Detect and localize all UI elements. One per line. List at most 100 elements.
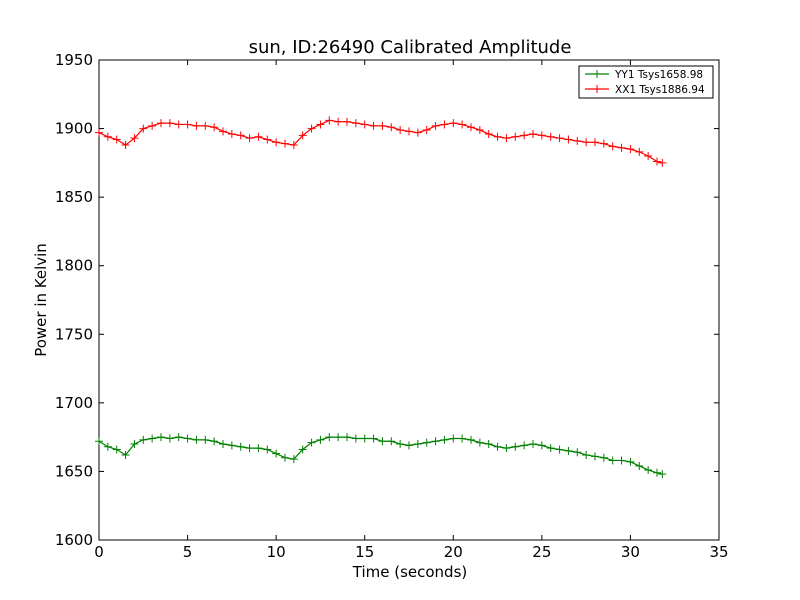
data-point — [307, 438, 316, 447]
data-point — [573, 136, 582, 145]
data-point — [396, 125, 405, 134]
data-point — [511, 132, 520, 141]
data-point — [148, 121, 157, 130]
data-point — [582, 138, 591, 147]
data-point — [227, 441, 236, 450]
data-point — [183, 434, 192, 443]
data-point — [245, 444, 254, 453]
data-point — [236, 442, 245, 451]
data-point — [626, 457, 635, 466]
data-point — [422, 125, 431, 134]
data-point — [236, 131, 245, 140]
data-point — [440, 120, 449, 129]
data-point — [475, 438, 484, 447]
data-point — [608, 142, 617, 151]
data-point — [307, 124, 316, 133]
data-point — [95, 128, 103, 137]
data-point — [95, 437, 103, 446]
data-point — [325, 433, 334, 442]
data-point — [334, 433, 343, 442]
data-point — [272, 449, 281, 458]
data-point — [635, 461, 644, 470]
x-tick-label: 25 — [532, 543, 551, 561]
data-point — [210, 437, 219, 446]
x-tick-label: 20 — [444, 543, 463, 561]
data-point — [529, 440, 537, 448]
data-point — [413, 440, 422, 448]
y-axis: 1600 1650 1700 1750 1800 1850 1900 1950 — [55, 51, 719, 549]
series-layer — [95, 116, 667, 479]
data-point — [484, 130, 493, 139]
data-point — [334, 117, 343, 126]
data-point — [449, 434, 458, 443]
data-point — [369, 434, 378, 443]
data-point — [644, 466, 653, 475]
x-axis-label: Time (seconds) — [352, 563, 468, 581]
x-tick-label: 15 — [355, 543, 374, 561]
data-point — [112, 135, 121, 144]
data-point — [289, 455, 298, 464]
data-point — [157, 119, 165, 128]
data-point — [254, 444, 263, 453]
data-point — [555, 445, 564, 454]
data-point — [564, 135, 573, 144]
data-point — [520, 131, 529, 140]
data-point — [546, 132, 555, 141]
data-point — [617, 456, 626, 465]
data-point — [369, 121, 378, 130]
data-point — [192, 435, 201, 444]
legend-marker — [593, 70, 601, 78]
data-point — [644, 152, 653, 160]
data-point — [121, 450, 130, 459]
data-point — [546, 444, 555, 453]
data-point — [139, 435, 148, 444]
data-point — [316, 435, 325, 444]
data-point — [626, 145, 635, 154]
data-point — [298, 131, 307, 140]
data-point — [591, 138, 599, 147]
data-point — [174, 433, 183, 442]
data-point — [112, 445, 121, 454]
data-point — [431, 437, 440, 446]
data-point — [130, 134, 139, 143]
data-point — [467, 123, 475, 132]
data-point — [245, 134, 254, 143]
data-point — [422, 438, 431, 447]
data-point — [219, 127, 227, 136]
data-point — [405, 127, 413, 136]
x-tick-label: 35 — [709, 543, 728, 561]
data-point — [351, 434, 360, 443]
data-point — [298, 445, 307, 454]
data-point — [458, 120, 467, 129]
data-point — [219, 440, 227, 448]
data-point — [658, 158, 667, 167]
data-point — [555, 134, 564, 143]
data-point — [316, 120, 325, 129]
data-point — [431, 121, 440, 130]
data-point — [192, 121, 201, 130]
data-point — [174, 120, 183, 129]
data-point — [573, 448, 582, 457]
data-point — [360, 434, 369, 443]
data-point — [130, 440, 139, 448]
data-point — [103, 132, 112, 141]
series-1 — [95, 433, 667, 479]
data-point — [165, 119, 174, 128]
data-point — [599, 139, 608, 148]
x-tick-label: 30 — [621, 543, 640, 561]
data-point — [343, 433, 351, 442]
data-point — [387, 123, 396, 132]
data-point — [351, 119, 360, 128]
data-point — [201, 435, 210, 444]
data-point — [658, 470, 667, 479]
data-point — [520, 441, 529, 450]
y-tick-label: 1650 — [55, 462, 93, 480]
data-point — [378, 437, 387, 446]
data-point — [653, 157, 661, 166]
data-point — [591, 452, 599, 461]
data-point — [139, 124, 148, 133]
data-point — [564, 446, 573, 455]
x-tick-label: 0 — [94, 543, 104, 561]
legend-label: YY1 Tsys1658.98 — [614, 69, 703, 81]
